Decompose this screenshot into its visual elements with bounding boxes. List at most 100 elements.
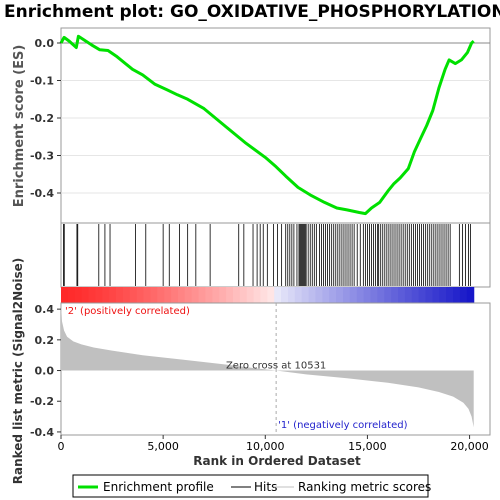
metric-x-axis-label: Rank in Ordered Dataset <box>193 454 361 468</box>
rank-bar-segment <box>184 287 193 303</box>
metric-x-tick-label: 10,000 <box>246 440 285 453</box>
rank-bar-segment <box>102 287 110 303</box>
rank-bar-segment <box>191 287 200 303</box>
rank-bar-segment <box>67 287 76 303</box>
rank-bar-segment <box>198 287 207 303</box>
rank-bar-segment <box>384 287 392 303</box>
hit-lines <box>63 224 471 286</box>
rank-bar-segment <box>74 287 83 303</box>
legend: Enrichment profile Hits Ranking metric s… <box>72 474 431 498</box>
rank-bar-segment <box>246 287 255 303</box>
rank-bar-segment <box>432 287 440 303</box>
metric-y-ticks: 0.4 0.2 0.0 -0.2 -0.4 <box>30 303 61 439</box>
rank-bar-segment <box>294 287 303 303</box>
rank-bar-segment <box>336 287 344 303</box>
rank-bar-segment <box>143 287 152 303</box>
rank-bar-segment <box>129 287 138 303</box>
metric-y-tick-label: 0.4 <box>35 303 55 316</box>
es-y-axis-label: Enrichment score (ES) <box>12 45 27 208</box>
rank-bar-segment <box>212 287 220 303</box>
es-y-tick-label: -0.4 <box>30 187 54 200</box>
rank-bar-segment <box>150 287 158 303</box>
rank-bar-segment <box>418 287 427 303</box>
rank-bar-segment <box>377 287 385 303</box>
rank-bar-segment <box>425 287 433 303</box>
rank-bar-segment <box>136 287 145 303</box>
metric-y-axis-label: Ranked list metric (Signal2Noise) <box>11 258 25 485</box>
rank-bar-segment <box>411 287 420 303</box>
metric-y-tick-label: -0.4 <box>30 426 54 439</box>
rank-bar-segment <box>453 287 461 303</box>
metric-y-tick-label: 0.0 <box>35 365 55 378</box>
zero-cross-label: Zero cross at 10531 <box>226 361 326 372</box>
rank-bar-segment <box>349 287 358 303</box>
ranking-metric-area <box>61 303 474 428</box>
rank-bar-segment <box>157 287 165 303</box>
hits-panel-frame <box>60 222 491 288</box>
rank-bar-segment <box>116 287 124 303</box>
metric-y-tick-label: -0.2 <box>30 395 54 408</box>
rank-bar-segment <box>439 287 447 303</box>
legend-hits-label: Hits <box>254 480 277 494</box>
legend-box <box>72 474 429 498</box>
es-y-tick-label: -0.3 <box>30 150 54 163</box>
metric-x-ticks: 0 5,000 10,000 15,000 20,000 <box>58 435 489 453</box>
rank-bar-segment <box>205 287 213 303</box>
metric-panel: Zero cross at 10531 '2' (positively corr… <box>11 258 491 485</box>
positive-correlation-label: '2' (positively correlated) <box>65 306 190 317</box>
rank-bar-segment <box>398 287 406 303</box>
es-y-ticks: 0.0 -0.1 -0.2 -0.3 -0.4 <box>30 37 61 200</box>
rank-bar-segment <box>164 287 172 303</box>
legend-ranking-metric-label: Ranking metric scores <box>298 480 431 494</box>
rank-bar-segment <box>287 287 296 303</box>
rank-bar-segment <box>177 287 186 303</box>
rank-bar-segment <box>370 287 378 303</box>
rank-bar-segment <box>122 287 131 303</box>
rank-bar-segment <box>81 287 90 303</box>
rank-bar-segment <box>356 287 365 303</box>
metric-x-tick-label: 0 <box>58 440 65 453</box>
rank-bar-segment <box>226 287 234 303</box>
rank-bar-segment <box>109 287 117 303</box>
rank-bar-segment <box>219 287 227 303</box>
enrichment-profile-line <box>59 34 475 216</box>
rank-bar-segment <box>322 287 330 303</box>
rank-bar-segment <box>342 287 351 303</box>
rank-bar-segment <box>61 287 69 303</box>
es-y-tick-label: 0.0 <box>35 37 55 50</box>
rank-bar-segment <box>446 287 454 303</box>
rank-bar-segment <box>260 287 268 303</box>
metric-y-tick-label: 0.2 <box>35 334 55 347</box>
rank-bar-segment <box>404 287 413 303</box>
es-panel: 0.0 -0.1 -0.2 -0.3 -0.4 Enrichment score (ES… <box>12 27 491 224</box>
rank-bar-segment <box>329 287 337 303</box>
negative-correlation-label: '1' (negatively correlated) <box>278 420 407 431</box>
rank-bar-segment <box>363 287 372 303</box>
ranking-color-bar <box>61 287 475 303</box>
es-panel-frame <box>60 27 491 224</box>
rank-bar-segment <box>88 287 96 303</box>
rank-bar-segment <box>459 287 468 303</box>
rank-bar-segment <box>239 287 248 303</box>
es-y-tick-label: -0.2 <box>30 112 54 125</box>
es-y-tick-label: -0.1 <box>30 75 54 88</box>
rank-bar-segment <box>308 287 317 303</box>
rank-bar-segment <box>391 287 399 303</box>
metric-x-tick-label: 20,000 <box>450 440 489 453</box>
rank-bar-segment <box>274 287 282 303</box>
rank-bar-segment <box>466 287 475 303</box>
metric-x-tick-label: 5,000 <box>147 440 179 453</box>
rank-bar-segment <box>281 287 289 303</box>
metric-x-tick-label: 15,000 <box>348 440 387 453</box>
legend-enrichment-profile-label: Enrichment profile <box>103 480 214 494</box>
rank-bar-segment <box>315 287 323 303</box>
rank-bar-segment <box>171 287 179 303</box>
rank-bar-segment <box>95 287 103 303</box>
rank-bar-segment <box>232 287 241 303</box>
chart-title: Enrichment plot: GO_OXIDATIVE_PHOSPHORYL… <box>4 2 500 22</box>
rank-bar-segment <box>301 287 310 303</box>
hits-panel <box>60 222 491 288</box>
rank-bar-segment <box>253 287 262 303</box>
rank-bar-segment <box>267 287 275 303</box>
